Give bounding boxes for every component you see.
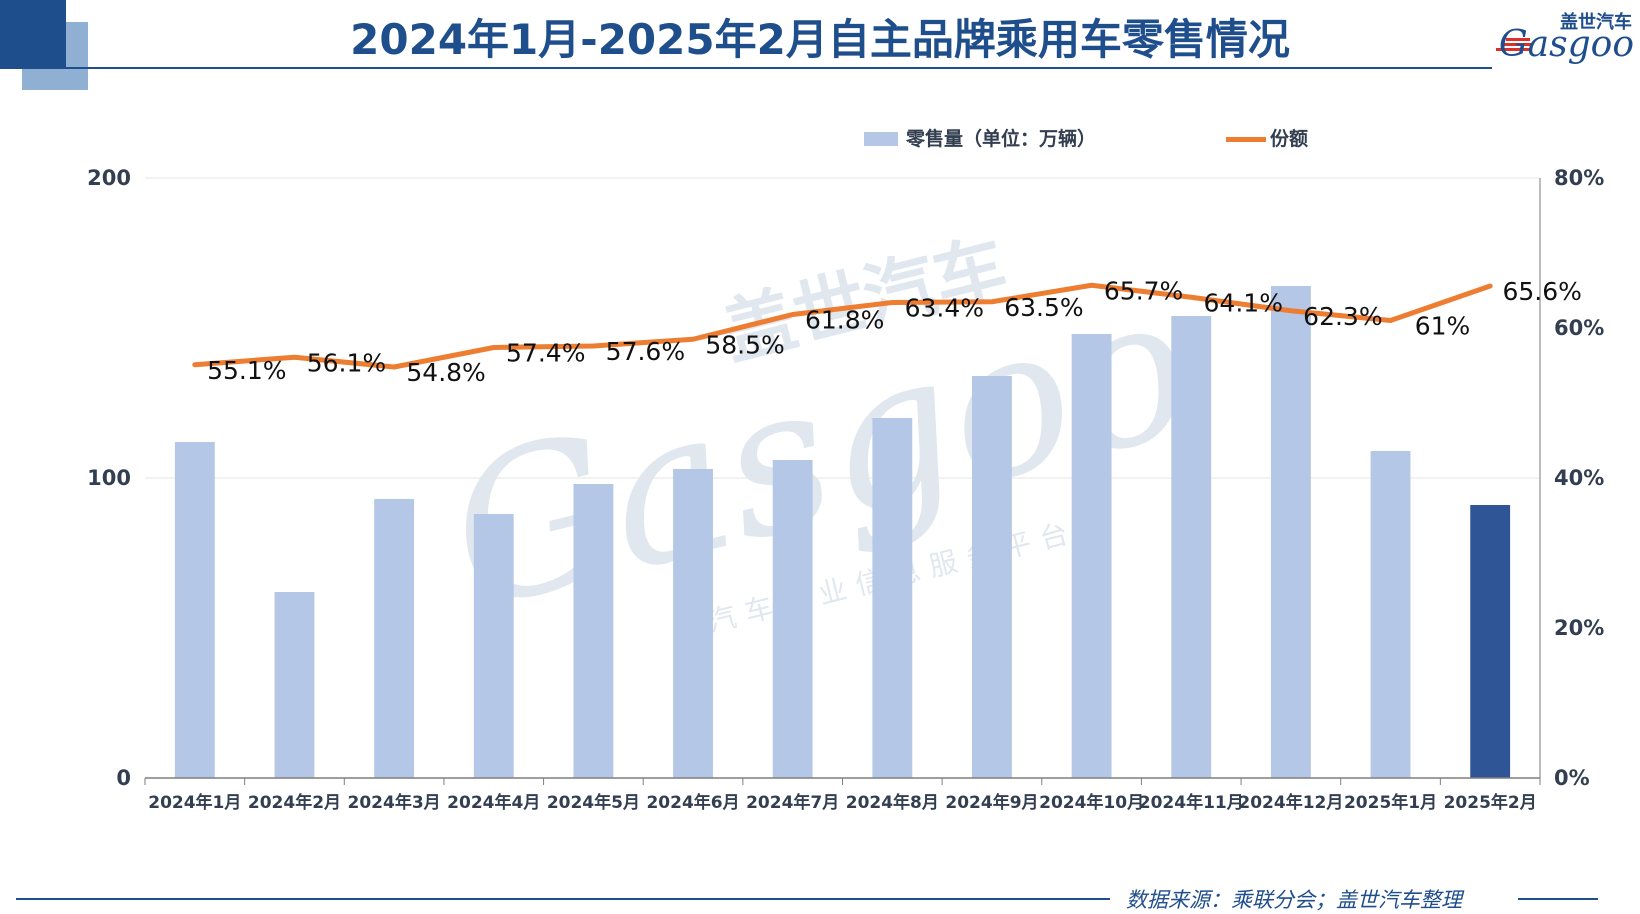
share-data-label: 64.1% xyxy=(1204,288,1283,317)
bar xyxy=(1470,505,1511,778)
y-left-tick-label: 0 xyxy=(116,766,131,790)
bar xyxy=(374,499,415,778)
x-tick-label: 2024年6月 xyxy=(646,792,739,813)
bar xyxy=(573,484,614,778)
y-left-tick-label: 200 xyxy=(87,166,131,190)
legend-line-swatch xyxy=(1226,137,1266,142)
x-tick-label: 2024年11月 xyxy=(1139,792,1244,813)
header-divider xyxy=(0,67,1492,69)
share-data-label: 63.5% xyxy=(1004,293,1083,322)
page-title: 2024年1月-2025年2月自主品牌乘用车零售情况 xyxy=(350,15,1290,64)
share-data-label: 57.4% xyxy=(506,339,585,368)
x-tick-label: 2024年8月 xyxy=(846,792,939,813)
bar xyxy=(473,514,514,778)
bar xyxy=(1071,334,1112,778)
gasgoo-logo: 盖世汽车 Gasgoo xyxy=(1494,8,1640,68)
share-data-label: 56.1% xyxy=(307,348,386,377)
x-tick-label: 2024年7月 xyxy=(746,792,839,813)
y-right-tick-label: 80% xyxy=(1554,166,1604,190)
x-tick-label: 2024年2月 xyxy=(248,792,341,813)
data-labels: 55.1% 56.1% 54.8% 57.4% 57.6% 58.5% 61.8% 63.4%… xyxy=(207,276,1582,387)
header-decoration-dark xyxy=(0,0,66,68)
share-data-label: 57.6% xyxy=(606,337,685,366)
combo-chart: 盖世汽车 Gasgoo 汽车产业信息服务平台 01002000%20%40%60… xyxy=(87,127,1604,813)
logo-cn-text: 盖世汽车 xyxy=(1560,12,1632,33)
line-series xyxy=(192,282,1493,370)
x-tick-label: 2024年9月 xyxy=(945,792,1038,813)
bar xyxy=(174,442,215,778)
x-tick-label: 2024年12月 xyxy=(1238,792,1343,813)
bar xyxy=(673,469,713,778)
y-left-tick-label: 100 xyxy=(87,466,131,490)
bar xyxy=(972,376,1012,778)
bar-series xyxy=(174,286,1511,778)
legend-bar-label: 零售量（单位：万辆） xyxy=(905,127,1096,150)
share-data-label: 54.8% xyxy=(406,358,485,387)
share-data-label: 58.5% xyxy=(705,330,784,359)
legend-bar-swatch xyxy=(864,132,898,146)
logo-stripes-icon xyxy=(1496,38,1531,54)
source-note: 数据来源：乘联分会；盖世汽车整理 xyxy=(1126,888,1462,912)
legend-line-label: 份额 xyxy=(1270,127,1308,150)
legend: 零售量（单位：万辆） 份额 xyxy=(864,127,1308,150)
bar xyxy=(872,418,913,778)
x-tick-label: 2024年5月 xyxy=(547,792,640,813)
y-right-tick-label: 0% xyxy=(1554,766,1590,790)
y-right-tick-label: 60% xyxy=(1554,316,1604,340)
x-tick-label: 2024年4月 xyxy=(447,792,540,813)
y-right-tick-label: 20% xyxy=(1554,616,1604,640)
share-data-label: 61% xyxy=(1415,312,1471,341)
share-data-label: 63.4% xyxy=(905,294,984,323)
x-tick-label: 2024年10月 xyxy=(1039,792,1144,813)
footer-divider-left xyxy=(16,898,1110,900)
share-data-label: 55.1% xyxy=(207,356,286,385)
logo-latin-text: Gasgoo xyxy=(1498,24,1634,65)
bar xyxy=(274,592,315,778)
share-data-label: 65.6% xyxy=(1502,277,1581,306)
x-tick-label: 2024年1月 xyxy=(148,792,241,813)
footer-divider-right xyxy=(1518,898,1598,900)
bar xyxy=(772,460,813,778)
axes: 0 100 200 0% 20% 40% 60% 80% 2024年1月 2024年2月 2024年… xyxy=(87,166,1604,813)
x-tick-label: 2025年1月 xyxy=(1344,792,1437,813)
y-right-tick-label: 40% xyxy=(1554,466,1604,490)
share-data-label: 65.7% xyxy=(1104,276,1183,305)
share-data-label: 62.3% xyxy=(1303,302,1382,331)
x-tick-label: 2025年2月 xyxy=(1444,792,1537,813)
x-tick-label: 2024年3月 xyxy=(348,792,441,813)
share-line xyxy=(192,282,1493,370)
bar xyxy=(1370,451,1411,778)
share-data-label: 61.8% xyxy=(805,306,884,335)
bar xyxy=(1270,286,1311,778)
bar xyxy=(1171,316,1212,778)
